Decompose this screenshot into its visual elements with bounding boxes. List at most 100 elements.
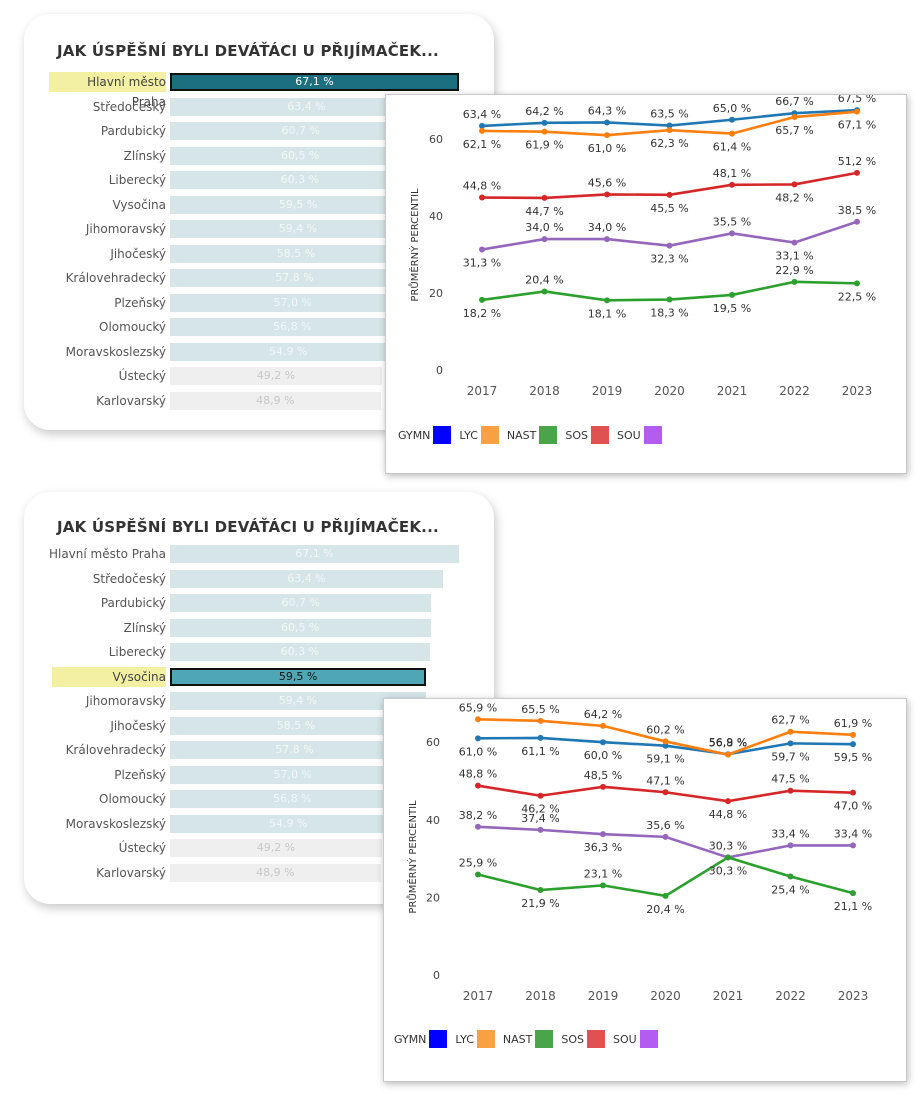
region-bar[interactable]: 60,3 % <box>170 171 430 189</box>
region-bar[interactable]: 48,9 % <box>170 863 381 882</box>
region-bar[interactable]: 63,4 % <box>170 97 444 116</box>
legend-item-lyc[interactable]: LYC <box>459 426 499 444</box>
region-label[interactable]: Středočeský <box>92 571 166 586</box>
region-label[interactable]: Liberecký <box>108 173 166 187</box>
region-bar[interactable]: 49,2 % <box>170 367 382 385</box>
region-bar[interactable]: 67,1 % <box>170 545 459 563</box>
region-bar[interactable]: 54,9 % <box>170 814 407 833</box>
region-label[interactable]: Jihomoravský <box>85 222 166 236</box>
region-label[interactable]: Plzeňský <box>114 767 166 782</box>
region-label[interactable]: Liberecký <box>108 645 166 659</box>
data-point <box>604 191 610 198</box>
data-point <box>725 798 731 805</box>
region-bar[interactable]: 57,0 % <box>170 765 416 784</box>
region-bar[interactable]: 60,5 % <box>170 146 431 165</box>
region-label[interactable]: Olomoucký <box>99 320 166 334</box>
legend-item-sou[interactable]: SOU <box>617 426 662 444</box>
region-bar[interactable]: 56,8 % <box>170 318 415 336</box>
legend-item-nast[interactable]: NAST <box>507 426 558 444</box>
region-bar[interactable]: 60,5 % <box>170 618 431 637</box>
region-bar[interactable]: 49,2 % <box>170 839 382 857</box>
y-tick-label: 40 <box>429 210 443 223</box>
region-label[interactable]: Olomoucký <box>99 792 166 806</box>
data-label: 67,5 % <box>838 95 876 105</box>
region-label[interactable]: Zlínský <box>123 148 166 163</box>
region-bar[interactable]: 57,8 % <box>170 269 419 287</box>
x-tick-label: 2017 <box>463 989 494 1003</box>
region-label[interactable]: Vysočina <box>52 666 166 687</box>
region-label[interactable]: Jihomoravský <box>85 694 166 708</box>
region-bar[interactable]: 56,8 % <box>170 790 415 808</box>
data-point <box>604 119 610 126</box>
region-bar[interactable]: 60,7 % <box>170 122 432 140</box>
data-label: 48,2 % <box>775 191 813 204</box>
data-point <box>666 127 673 134</box>
data-label: 44,8 % <box>463 180 501 193</box>
legend-item-nast[interactable]: NAST <box>503 1030 554 1048</box>
region-label[interactable]: Karlovarský <box>96 393 166 408</box>
y-axis-title: PRŮMĚRNÝ PERCENTIL <box>408 188 421 302</box>
region-label[interactable]: Moravskoslezský <box>65 816 166 831</box>
data-point <box>729 291 735 298</box>
data-label: 38,2 % <box>459 809 497 822</box>
region-label[interactable]: Ústecký <box>118 841 166 855</box>
x-tick-label: 2023 <box>838 989 869 1003</box>
line-chart: 0 20 40 60 2017 2018 2019 2020 2021 2022 2023 PRŮMĚ… <box>406 701 872 1003</box>
region-bar[interactable]: 57,8 % <box>170 741 419 759</box>
region-bar[interactable]: 58,5 % <box>170 716 422 735</box>
region-label[interactable]: Pardubický <box>100 596 166 610</box>
data-point <box>600 722 606 729</box>
region-label[interactable]: Jihočeský <box>110 718 166 733</box>
region-bar[interactable]: 59,4 % <box>170 692 426 710</box>
data-point <box>850 731 856 738</box>
data-label: 56,8 % <box>709 737 747 750</box>
region-label[interactable]: Pardubický <box>100 124 166 138</box>
data-point <box>729 181 735 188</box>
data-point <box>662 833 669 840</box>
region-label[interactable]: Královehradecký <box>65 271 166 285</box>
data-point <box>475 823 481 830</box>
region-label[interactable]: Ústecký <box>118 369 166 383</box>
x-tick-label: 2020 <box>654 384 685 398</box>
region-bar[interactable]: 60,7 % <box>170 594 432 612</box>
data-label: 61,0 % <box>588 142 626 155</box>
region-label[interactable]: Jihočeský <box>110 246 166 261</box>
region-bar[interactable]: 48,9 % <box>170 391 381 410</box>
data-point <box>854 218 860 225</box>
region-label[interactable]: Středočeský <box>92 99 166 114</box>
region-label[interactable]: Královehradecký <box>65 743 166 757</box>
data-label: 36,3 % <box>584 841 622 854</box>
legend-item-sos[interactable]: SOS <box>565 426 609 444</box>
data-label: 44,8 % <box>709 808 747 821</box>
data-label: 48,1 % <box>713 167 751 180</box>
region-label[interactable]: Plzeňský <box>114 295 166 310</box>
legend-item-sou[interactable]: SOU <box>613 1030 658 1048</box>
region-label[interactable]: Hlavní město Praha <box>49 72 166 109</box>
data-label: 59,1 % <box>646 753 684 766</box>
legend-label: GYMN <box>398 428 431 442</box>
region-bar[interactable]: 54,9 % <box>170 342 407 361</box>
region-bar[interactable]: 63,4 % <box>170 569 444 588</box>
data-point <box>725 854 731 861</box>
region-label[interactable]: Moravskoslezský <box>65 344 166 359</box>
region-label[interactable]: Vysočina <box>112 197 166 212</box>
data-label: 20,4 % <box>525 273 563 286</box>
region-label[interactable]: Zlínský <box>123 620 166 635</box>
data-point <box>854 169 860 176</box>
data-label: 48,8 % <box>459 768 497 781</box>
legend-item-sos[interactable]: SOS <box>561 1030 605 1048</box>
region-bar[interactable]: 67,1 % <box>170 73 459 91</box>
region-label[interactable]: Hlavní město Praha <box>48 547 166 561</box>
data-label: 62,1 % <box>463 138 501 151</box>
region-bar[interactable]: 59,4 % <box>170 220 426 238</box>
region-bar[interactable]: 57,0 % <box>170 293 416 312</box>
region-bar[interactable]: 59,5 % <box>170 195 427 214</box>
legend-item-gymn[interactable]: GYMN <box>398 426 452 444</box>
region-bar[interactable]: 58,5 % <box>170 244 422 263</box>
region-bar[interactable]: 59,5 % <box>170 667 427 686</box>
data-label: 48,5 % <box>584 769 622 782</box>
region-label[interactable]: Karlovarský <box>96 865 166 880</box>
legend-item-lyc[interactable]: LYC <box>455 1030 495 1048</box>
region-bar[interactable]: 60,3 % <box>170 643 430 661</box>
legend-item-gymn[interactable]: GYMN <box>394 1030 448 1048</box>
